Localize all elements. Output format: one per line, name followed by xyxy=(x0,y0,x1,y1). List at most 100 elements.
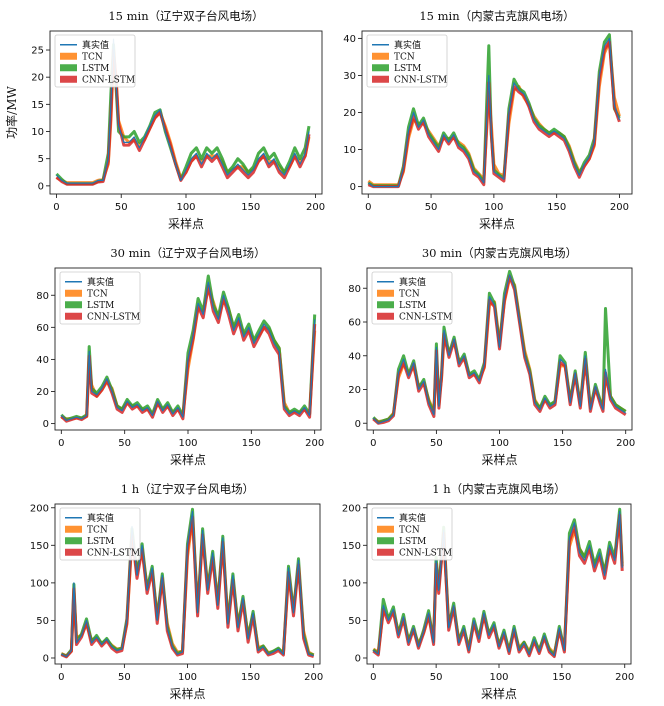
chart-panel-2: 15 min（内蒙古克旗风电场） 0 50 100 150 200 0 10 20 30 40 采样点… xyxy=(343,9,633,231)
legend-label-tcn: TCN xyxy=(399,289,420,299)
legend-label-true-value: 真实值 xyxy=(87,512,114,524)
legend-label-lstm: LSTM xyxy=(87,301,114,311)
series-lines xyxy=(367,33,621,189)
y-tick-label: 20 xyxy=(348,385,361,396)
series-line-true-value xyxy=(372,274,627,424)
legend-swatch-lstm xyxy=(377,537,394,545)
legend-label-true-value: 真实值 xyxy=(82,39,109,51)
legend-swatch-lstm xyxy=(65,301,82,309)
legend-label-tcn: TCN xyxy=(87,525,108,535)
series-line-true-value xyxy=(60,281,316,421)
x-tick-label: 50 xyxy=(115,202,128,213)
legend-swatch-lstm xyxy=(65,537,82,545)
legend-label-cnn-lstm: CNN-LSTM xyxy=(82,75,135,85)
legend-label-true-value: 真实值 xyxy=(394,39,421,51)
y-tick-label: 25 xyxy=(31,46,44,57)
legend-label-true-value: 真实值 xyxy=(87,276,114,288)
chart-title: 15 min（内蒙古克旗风电场） xyxy=(419,9,574,23)
y-tick-label: 100 xyxy=(342,578,361,589)
legend-swatch-cnn-lstm xyxy=(372,75,389,83)
y-tick-label: 0 xyxy=(38,181,44,192)
y-tick-label: 0 xyxy=(43,419,49,430)
x-tick-label: 100 xyxy=(489,672,508,683)
y-tick-label: 50 xyxy=(36,616,49,627)
legend-label-cnn-lstm: CNN-LSTM xyxy=(87,312,140,322)
x-tick-label: 50 xyxy=(425,202,438,213)
x-axis-label: 采样点 xyxy=(168,216,204,231)
legend-label-tcn: TCN xyxy=(82,52,103,62)
y-tick-label: 200 xyxy=(342,503,361,514)
legend-label-lstm: LSTM xyxy=(399,301,426,311)
x-tick-label: 150 xyxy=(553,438,572,449)
y-tick-label: 50 xyxy=(348,616,361,627)
x-tick-label: 150 xyxy=(241,202,260,213)
series-lines xyxy=(60,274,317,423)
legend-swatch-tcn xyxy=(65,289,82,297)
x-tick-label: 0 xyxy=(370,438,376,449)
y-tick-label: 150 xyxy=(30,541,49,552)
x-tick-label: 0 xyxy=(365,202,371,213)
legend-label-cnn-lstm: CNN-LSTM xyxy=(394,75,447,85)
x-axis-label: 采样点 xyxy=(479,216,515,231)
legend-label-lstm: LSTM xyxy=(394,64,421,74)
legend-label-cnn-lstm: CNN-LSTM xyxy=(399,548,452,558)
chart-title: 15 min（辽宁双子台风电场） xyxy=(108,9,263,23)
chart-title: 30 min（内蒙古克旗风电场） xyxy=(422,246,577,260)
x-tick-label: 100 xyxy=(178,438,197,449)
x-tick-label: 200 xyxy=(305,438,324,449)
y-tick-label: 20 xyxy=(36,387,49,398)
y-tick-label: 60 xyxy=(36,323,49,334)
y-tick-label: 60 xyxy=(348,318,361,329)
y-tick-label: 0 xyxy=(43,653,49,664)
chart-title: 1 h（辽宁双子台风电场） xyxy=(121,482,254,496)
y-tick-label: 80 xyxy=(348,284,361,295)
y-tick-label: 0 xyxy=(355,653,361,664)
x-tick-label: 0 xyxy=(53,202,59,213)
legend-swatch-cnn-lstm xyxy=(65,312,82,320)
legend-box xyxy=(59,271,141,325)
y-tick-label: 150 xyxy=(342,541,361,552)
x-tick-label: 100 xyxy=(484,202,503,213)
legend-box xyxy=(371,507,453,561)
legend-label-tcn: TCN xyxy=(394,52,415,62)
series-lines xyxy=(60,507,315,659)
series-line-true-value xyxy=(61,510,314,658)
legend-swatch-tcn xyxy=(65,525,82,533)
chart-panel-4: 30 min（内蒙古克旗风电场） 0 50 100 150 200 0 20 40 60 80 采样点… xyxy=(348,246,635,467)
x-tick-label: 0 xyxy=(370,672,376,683)
legend-box xyxy=(371,271,453,325)
x-tick-label: 50 xyxy=(430,672,443,683)
y-tick-label: 0 xyxy=(350,182,356,193)
legend-swatch-lstm xyxy=(372,64,389,72)
x-tick-label: 200 xyxy=(615,672,634,683)
y-tick-label: 15 xyxy=(31,100,44,111)
legend-label-cnn-lstm: CNN-LSTM xyxy=(399,312,452,322)
legend-swatch-tcn xyxy=(60,52,77,60)
series-lines xyxy=(55,38,311,186)
y-tick-label: 200 xyxy=(30,503,49,514)
y-tick-label: 40 xyxy=(36,355,49,366)
chart-panel-6: 1 h（内蒙古克旗风电场） 0 50 100 150 200 0 50 100 150 200 采样点… xyxy=(342,482,634,701)
x-axis-label: 采样点 xyxy=(169,686,205,701)
y-axis-label: 功率/MW xyxy=(4,86,19,139)
y-tick-label: 0 xyxy=(355,419,361,430)
legend-label-cnn-lstm: CNN-LSTM xyxy=(87,548,140,558)
x-tick-label: 50 xyxy=(118,672,131,683)
legend-label-tcn: TCN xyxy=(399,525,420,535)
legend-box xyxy=(54,34,136,88)
y-tick-label: 30 xyxy=(343,71,356,82)
x-axis-label: 采样点 xyxy=(170,452,206,467)
legend-swatch-cnn-lstm xyxy=(60,75,77,83)
legend-label-lstm: LSTM xyxy=(399,537,426,547)
chart-panel-5: 1 h（辽宁双子台风电场） 0 50 100 150 200 0 50 100 150 200 采样点… xyxy=(30,482,323,701)
legend-swatch-tcn xyxy=(377,289,394,297)
legend-swatch-tcn xyxy=(377,525,394,533)
legend-label-lstm: LSTM xyxy=(82,64,109,74)
legend-swatch-tcn xyxy=(372,52,389,60)
legend-swatch-cnn-lstm xyxy=(377,312,394,320)
legend-label-lstm: LSTM xyxy=(87,537,114,547)
series-line-true-value xyxy=(372,510,623,657)
